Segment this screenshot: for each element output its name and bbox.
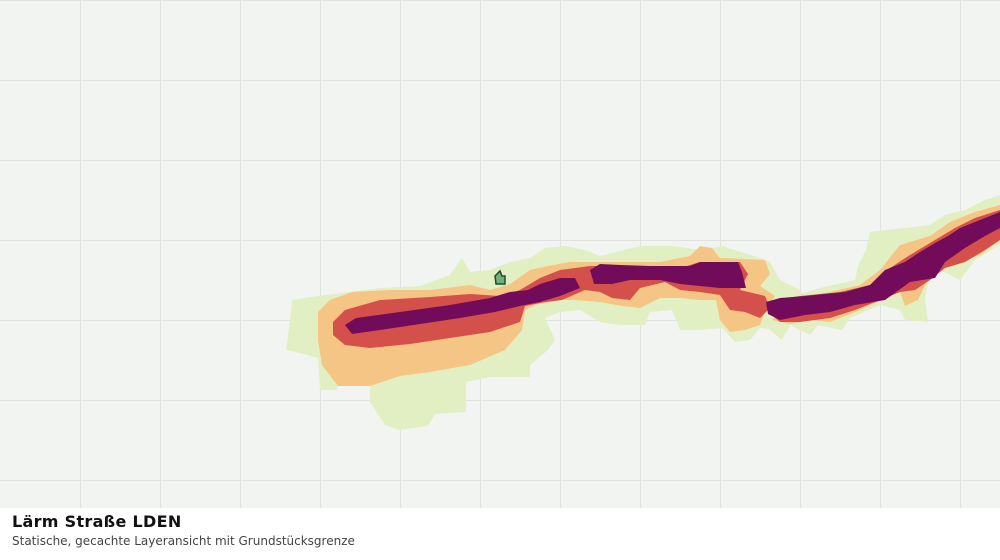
map-view[interactable]	[0, 0, 1000, 508]
map-background	[0, 0, 1000, 508]
map-subtitle: Statische, gecachte Layeransicht mit Gru…	[12, 534, 355, 548]
noise-zone-very-high	[766, 212, 1000, 320]
noise-zone-very-high	[345, 278, 580, 334]
noise-zone-very-high	[590, 262, 746, 288]
map-title: Lärm Straße LDEN	[12, 512, 182, 531]
parcel-boundary[interactable]	[494, 269, 506, 285]
noise-layer	[286, 195, 1000, 430]
noise-zone-high	[333, 262, 770, 348]
map-caption: Lärm Straße LDEN Statische, gecachte Lay…	[12, 512, 992, 548]
